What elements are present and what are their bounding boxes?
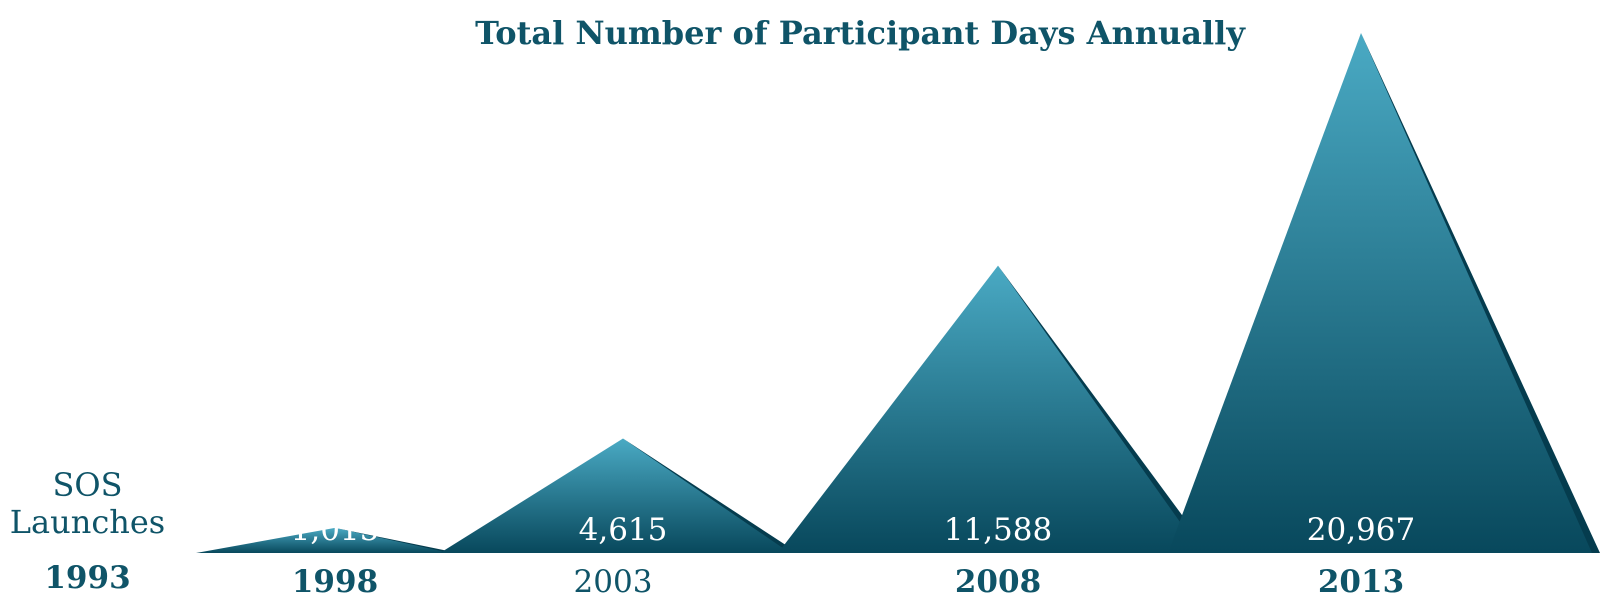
peak-shadow-1998 [335,527,458,553]
peak-shadow-2013 [1361,33,1600,553]
launch-year: 1993 [44,560,131,596]
value-label-1998: 1,015 [291,512,380,548]
peak-2003 [440,438,790,553]
peak-shadow-2003 [623,438,798,553]
launch-label-line2: Launches [9,503,166,541]
year-label-2003: 2003 [574,564,653,600]
peak-2013 [1168,33,1592,553]
year-label-2008: 2008 [955,564,1041,600]
value-label-2008: 11,588 [944,512,1052,548]
value-label-2003: 4,615 [579,512,668,548]
year-label-1998: 1998 [292,564,378,600]
peak-shadow-2008 [998,265,1210,553]
peaks-group [196,33,1600,553]
peak-1998 [196,527,450,553]
chart-title: Total Number of Participant Days Annuall… [475,14,1245,52]
value-label-2013: 20,967 [1307,512,1415,548]
peak-2008 [778,265,1202,553]
launch-label-line1: SOS [52,466,123,504]
labels-group: 1,015 1998 4,615 2003 11,588 2008 20,967 2013 [291,512,1416,600]
year-label-2013: 2013 [1318,564,1404,600]
